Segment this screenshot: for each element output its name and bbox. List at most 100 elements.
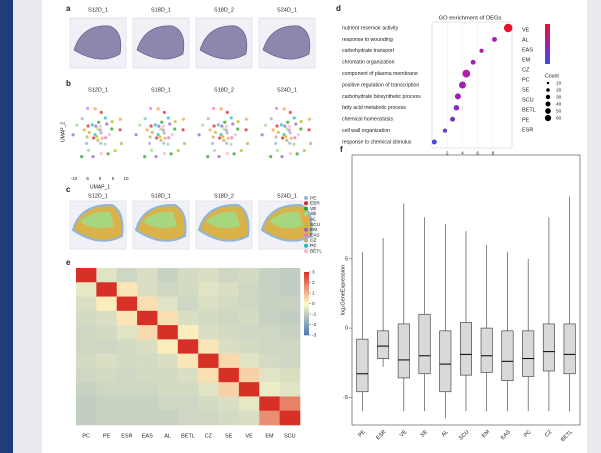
colorbar-label: 3: [312, 269, 315, 275]
umap-cloud: [95, 135, 99, 139]
umap-cloud: [275, 148, 280, 152]
umap-cloud: [281, 136, 285, 140]
panel-label: d: [336, 4, 341, 13]
umap-cloud: [110, 120, 114, 124]
heat-cell: [259, 382, 280, 397]
umap-cloud: [288, 151, 292, 156]
heat-cell: [177, 339, 199, 354]
heat-cell: [198, 367, 219, 383]
umap-cloud: [212, 124, 216, 128]
umap-cloud: [158, 135, 162, 139]
heat-cell: [116, 353, 138, 369]
umap-cloud: [218, 136, 222, 140]
heat-cell: [259, 296, 280, 312]
heat-cell: [137, 339, 158, 354]
umap-cloud: [295, 152, 299, 156]
heat-cell: [259, 310, 280, 326]
umap-cloud: [181, 128, 185, 132]
umap-cloud: [91, 154, 95, 159]
x-tick-label: VE: [399, 429, 409, 439]
umap-cloud: [143, 155, 147, 159]
colorbar-step: [304, 320, 309, 323]
side-label: EM: [522, 57, 531, 63]
term-label: cell wall organization: [342, 128, 390, 134]
size-key-label: 20: [556, 87, 562, 93]
x-tick-label: ESR: [121, 433, 132, 439]
colorbar-step: [304, 301, 309, 304]
sample-label: S18D_2: [214, 87, 234, 93]
colorbar-label: 1: [312, 290, 315, 296]
umap-cloud: [208, 128, 212, 132]
umap-cloud: [299, 120, 303, 124]
heat-cell: [177, 310, 199, 326]
chart-title: GO enrichment of DEGs: [439, 16, 502, 22]
umap-cloud: [293, 136, 297, 140]
umap-tick: -10: [71, 176, 78, 181]
size-key-label: 30: [556, 94, 562, 100]
sample-label: S24D_1: [277, 7, 297, 13]
colorbar-step: [304, 290, 309, 294]
umap-cloud: [106, 152, 110, 156]
heat-cell: [157, 382, 179, 397]
sample-label: S18D_1: [151, 193, 171, 199]
umap-cloud: [280, 154, 284, 159]
heat-cell: [96, 282, 118, 297]
term-label: response to wounding: [342, 37, 393, 43]
heat-cell: [137, 396, 158, 412]
heat-cell: [137, 325, 158, 340]
x-tick-label: PC: [82, 433, 90, 439]
umap-cloud: [244, 128, 248, 132]
heat-cell: [218, 282, 240, 297]
umap-cloud: [166, 116, 170, 120]
legend-swatch: [304, 243, 308, 248]
umap-cloud: [113, 148, 117, 153]
legend-label: VE: [310, 206, 316, 212]
umap-cloud: [222, 127, 226, 131]
umap-cloud: [220, 124, 224, 128]
side-label: CZ: [522, 67, 530, 73]
umap-cloud: [211, 141, 215, 145]
colorbar-label: 0: [312, 301, 315, 307]
tissue-section: [199, 25, 248, 60]
umap-cloud: [282, 132, 286, 137]
heat-cell: [116, 296, 138, 312]
tissue-section: [73, 25, 122, 60]
heat-cell: [157, 339, 179, 354]
term-label: chemical homeostasis: [342, 117, 393, 123]
umap-tick: -5: [85, 176, 89, 181]
umap-cloud: [274, 135, 278, 139]
umap-cloud: [75, 123, 79, 127]
dot: [462, 69, 471, 78]
heat-cell: [238, 353, 260, 369]
umap-cloud: [85, 135, 89, 139]
x-tick-label: AL: [441, 429, 450, 438]
umap-cloud: [288, 110, 292, 115]
term-label: positive regulation of transcription: [342, 82, 419, 88]
umap-cloud: [211, 135, 215, 139]
spatial-region: [143, 211, 177, 229]
umap-cloud: [217, 154, 221, 159]
heat-cell: [76, 382, 97, 397]
umap-cloud: [288, 141, 292, 145]
umap-cloud: [219, 107, 223, 111]
heat-cell: [198, 282, 219, 297]
umap-cloud: [118, 117, 122, 121]
legend-swatch: [304, 227, 308, 232]
colorbar-step: [304, 293, 309, 296]
heat-cell: [177, 325, 199, 340]
colorbar-step: [304, 288, 309, 292]
size-key: [544, 114, 552, 122]
heat-cell: [116, 410, 138, 426]
colorbar-step: [304, 282, 309, 285]
heat-cell: [96, 310, 118, 326]
color-legend: [545, 24, 550, 64]
heat-cell: [76, 325, 97, 340]
colorbar-step: [304, 295, 309, 298]
umap-cloud: [239, 148, 243, 153]
umap-cloud: [93, 132, 97, 137]
umap-cloud: [283, 124, 287, 128]
heat-cell: [259, 325, 280, 340]
umap-cloud: [292, 116, 296, 120]
umap-cloud: [154, 154, 158, 159]
